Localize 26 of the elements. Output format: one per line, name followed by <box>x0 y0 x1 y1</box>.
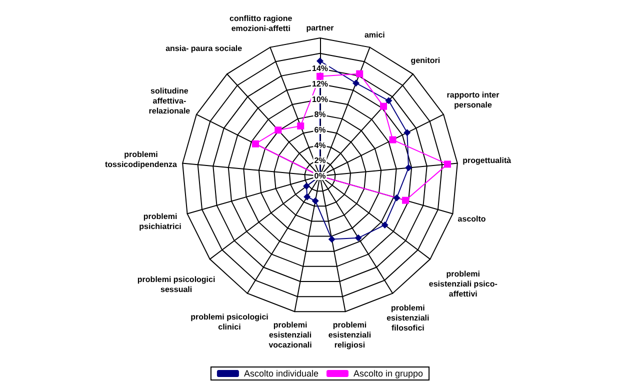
spoke-label: problemi esistenziali psico- affettivi <box>428 270 498 299</box>
spoke-label: partner <box>306 24 334 32</box>
spoke-label: ascolto <box>458 214 486 224</box>
spoke-label: problemi esistenziali religiosi <box>328 320 372 350</box>
legend-label: Ascolto in gruppo <box>354 368 424 378</box>
y-tick-label: 8% <box>314 110 326 120</box>
legend-label: Ascolto individuale <box>244 368 319 378</box>
y-tick-label: 10% <box>312 94 328 104</box>
spoke-label: solitudine affettiva- relazionale <box>148 86 191 116</box>
spoke-label: problemi psicologici sessuali <box>137 275 216 294</box>
y-tick-label: 14% <box>312 64 328 74</box>
spoke-label: problemi esistenziali vocazionali <box>268 320 312 350</box>
spoke-label: conflitto ragione emozioni-affetti <box>230 14 293 33</box>
spoke-label: amici <box>364 30 385 40</box>
spoke-label: progettualità <box>462 156 512 166</box>
y-tick-label: 2% <box>314 156 326 166</box>
spoke-label: rapporto inter personale <box>446 90 500 110</box>
y-tick-label: 6% <box>314 126 326 134</box>
spoke-label: problemi esistenziali filosofici <box>386 303 430 332</box>
spoke-label: ansia- paura sociale <box>166 44 243 54</box>
spoke-label: genitori <box>410 56 440 65</box>
y-tick-label: 12% <box>312 80 328 88</box>
spoke-label: problemi psicologici clinici <box>190 312 268 332</box>
spoke-label: problemi psichiatrici <box>139 212 182 231</box>
spoke-label: problemi tossicodipendenza <box>104 150 178 169</box>
y-tick-label: 4% <box>314 140 326 150</box>
